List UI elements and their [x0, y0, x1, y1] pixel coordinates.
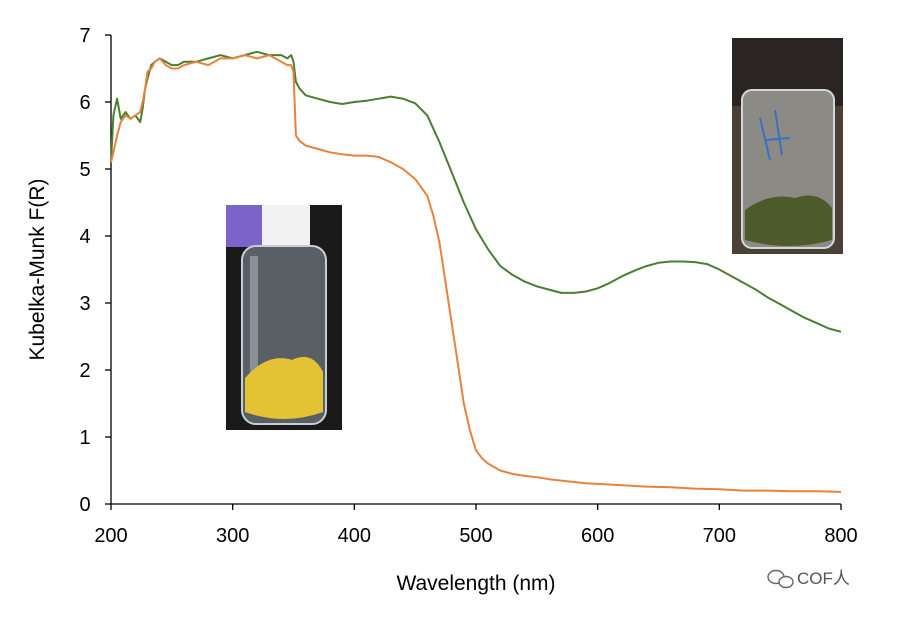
vial-cap — [262, 205, 310, 245]
y-tick-label: 2 — [79, 360, 90, 382]
x-tick-label: 700 — [703, 525, 736, 547]
y-tick-label: 6 — [79, 92, 90, 114]
x-tick-label: 200 — [94, 525, 127, 547]
y-tick-label: 0 — [79, 494, 90, 516]
y-tick-label: 4 — [79, 226, 90, 248]
x-ticks: 200 300 400 500 600 700 800 — [94, 504, 858, 547]
yellow-powder — [245, 356, 323, 419]
y-tick-label: 7 — [79, 25, 90, 47]
green-vial-inset — [732, 38, 843, 254]
green-powder — [745, 195, 832, 246]
x-axis-title: Wavelength (nm) — [396, 572, 555, 595]
wechat-icon — [767, 569, 794, 589]
x-tick-label: 400 — [338, 525, 371, 547]
y-tick-label: 1 — [79, 427, 90, 449]
y-axis-title: Kubelka-Munk F(R) — [26, 178, 49, 360]
series-layer — [110, 50, 842, 493]
glass-highlight — [250, 256, 258, 406]
watermark-text: COF人 — [797, 569, 850, 588]
series-line-green — [110, 50, 842, 333]
y-tick-label: 3 — [79, 293, 90, 315]
y-ticks: 0 1 2 3 4 5 6 7 — [79, 25, 111, 516]
y-tick-label: 5 — [79, 159, 90, 181]
watermark: COF人 — [767, 569, 850, 589]
yellow-vial-inset — [226, 205, 342, 430]
x-tick-label: 300 — [216, 525, 249, 547]
x-tick-label: 800 — [824, 525, 857, 547]
axes: 200 300 400 500 600 700 800 0 1 2 3 4 5 6 7 — [79, 25, 857, 547]
series-line-orange — [110, 54, 842, 493]
x-tick-label: 500 — [459, 525, 492, 547]
handwritten-label — [759, 109, 791, 161]
x-tick-label: 600 — [581, 525, 614, 547]
